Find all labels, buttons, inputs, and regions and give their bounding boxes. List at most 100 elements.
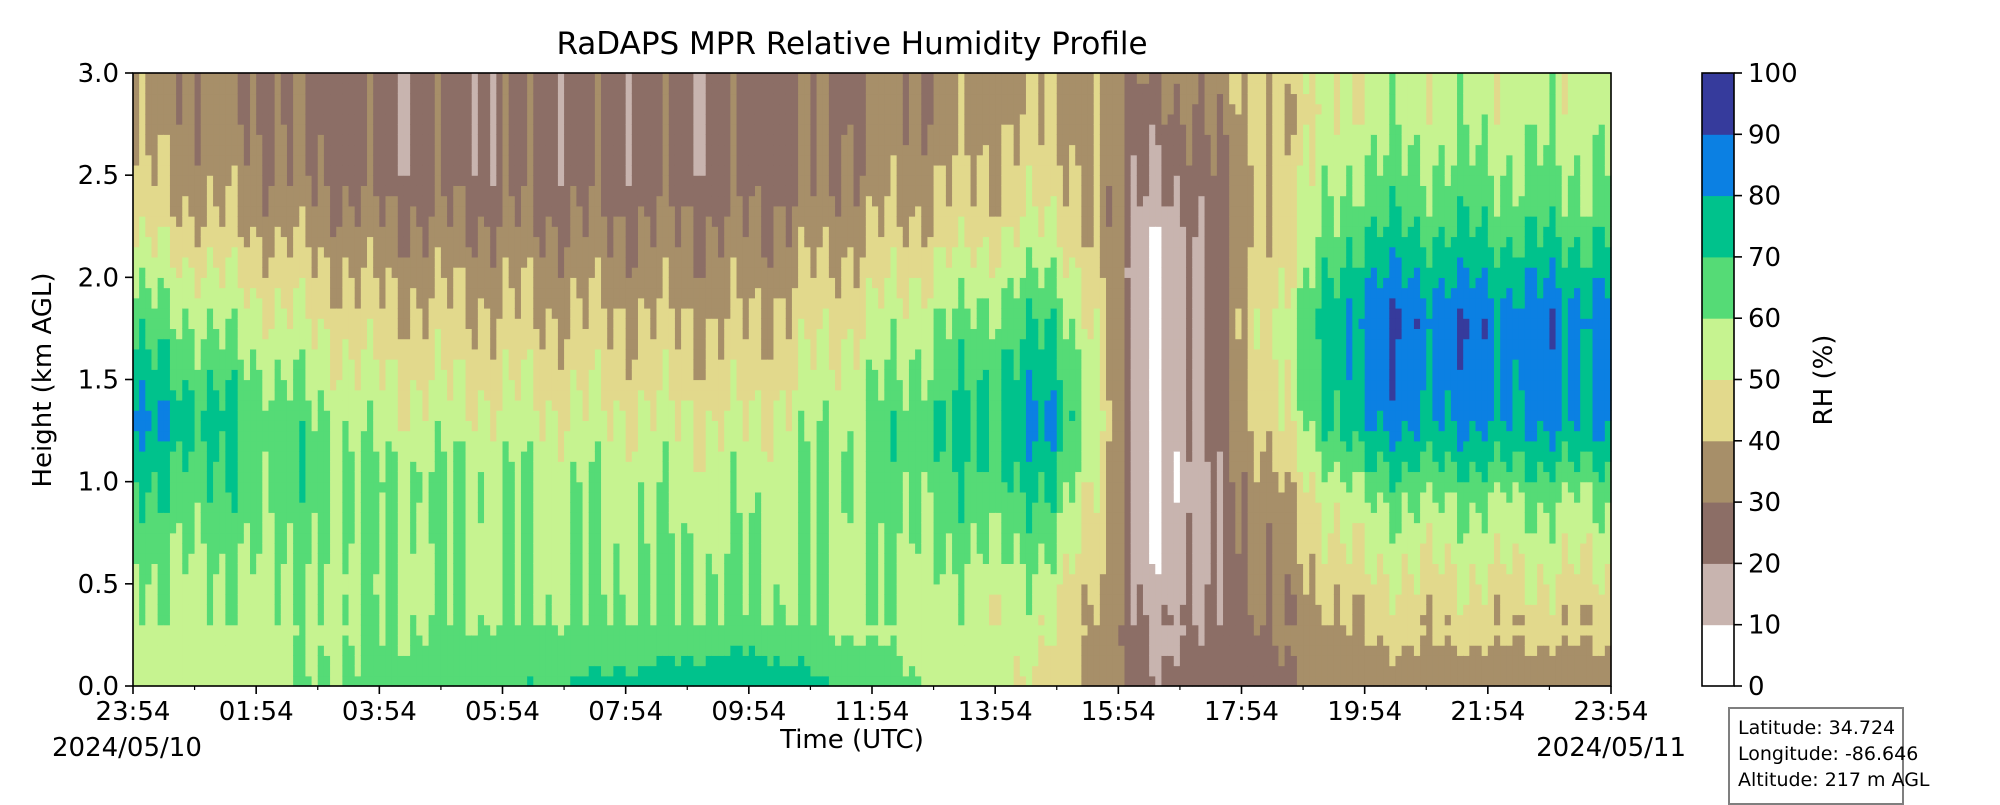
rh-cell [256,624,263,636]
rh-cell [422,134,430,146]
rh-cell [434,307,442,319]
rh-cell [317,665,325,677]
rh-cell [151,287,159,299]
rh-cell [145,389,153,401]
rh-cell [237,246,245,258]
rh-cell [557,481,565,493]
rh-cell [169,307,177,319]
rh-cell [545,594,553,605]
rh-cell [410,594,417,605]
rh-cell [477,399,485,411]
rh-cell [582,665,590,677]
rh-cell [440,624,448,636]
rh-cell [243,594,251,605]
rh-cell [637,236,645,248]
rh-cell [619,83,627,95]
rh-cell [613,481,621,493]
rh-cell [484,451,491,462]
rh-cell [219,175,226,186]
rh-cell [256,226,263,238]
rh-cell [428,532,436,544]
rh-cell [182,594,190,605]
rh-cell [176,359,183,370]
rh-cell [176,420,183,432]
rh-cell [348,675,356,687]
rh-cell [477,103,485,115]
rh-cell [613,287,621,299]
rh-cell [453,93,460,105]
rh-cell [465,481,473,493]
rh-cell [206,338,214,350]
rh-cell [354,236,362,248]
rh-cell [133,359,140,370]
rh-cell [428,144,436,156]
rh-cell [219,389,226,401]
rh-cell [637,134,645,146]
rh-cell [379,583,387,595]
rh-cell [557,379,565,391]
rh-cell [465,583,473,595]
rh-cell [582,144,590,156]
rh-cell [391,553,399,564]
rh-cell [225,522,233,534]
rh-cell [422,502,430,513]
rh-cell [256,481,263,493]
rh-cell [305,216,313,227]
rh-cell [133,665,140,677]
rh-cell [169,634,177,646]
rh-cell [274,154,282,166]
rh-cell [133,614,140,626]
rh-cell [163,113,171,125]
rh-cell [169,359,177,370]
rh-cell [354,542,362,554]
rh-cell [447,451,454,462]
rh-cell [336,73,343,84]
rh-cell [471,604,479,616]
rh-cell [416,369,424,381]
rh-cell [250,645,257,656]
rh-cell [367,256,374,268]
rh-cell [502,624,510,636]
rh-cell [157,604,165,616]
rh-cell [354,461,362,473]
rh-cell [496,379,504,391]
rh-cell [403,246,411,258]
rh-cell [397,430,405,442]
rh-cell [416,542,424,554]
rh-cell [631,154,639,166]
rh-cell [557,216,565,227]
rh-cell [527,369,534,381]
rh-cell [477,655,485,667]
rh-cell [176,542,183,554]
rh-cell [631,451,639,462]
rh-cell [373,399,380,411]
rh-cell [403,226,411,238]
rh-cell [385,655,393,667]
rh-cell [348,430,356,442]
rh-cell [391,277,399,289]
rh-cell [514,634,522,646]
rh-cell [200,154,208,166]
rh-cell [601,134,608,146]
rh-cell [360,113,368,125]
rh-cell [391,461,399,473]
rh-cell [385,134,393,146]
rh-cell [151,573,159,585]
rh-cell [163,369,171,381]
rh-cell [367,573,374,585]
rh-cell [256,267,263,278]
rh-cell [490,614,497,626]
rh-cell [379,307,387,319]
rh-cell [342,277,350,289]
rh-cell [151,113,159,125]
rh-cell [508,451,516,462]
rh-cell [373,73,380,84]
rh-cell [564,328,571,340]
rh-cell [157,399,165,411]
rh-cell [354,389,362,401]
rh-cell [477,440,485,452]
rh-cell [557,83,565,95]
rh-cell [545,154,553,166]
rh-cell [182,655,190,667]
rh-cell [274,573,282,585]
